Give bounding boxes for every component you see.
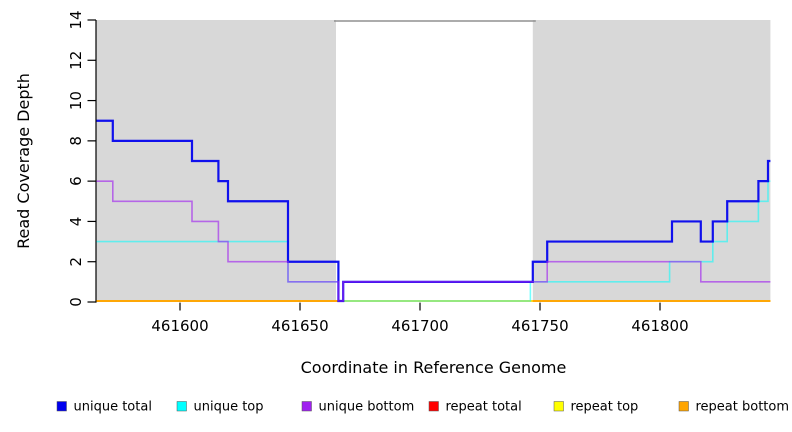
x-tick-label: 461800 (631, 317, 688, 335)
x-axis-title: Coordinate in Reference Genome (301, 358, 567, 377)
y-tick-label: 14 (67, 10, 85, 29)
legend-swatch-unique-top (176, 401, 187, 412)
x-tick-label: 461700 (391, 317, 448, 335)
y-tick-label: 8 (67, 136, 85, 146)
legend-label-unique-top: unique top (194, 400, 264, 415)
y-tick-label: 0 (67, 297, 85, 307)
legend-swatch-unique-total (56, 401, 67, 412)
legend-label-unique-total: unique total (74, 400, 152, 415)
legend-swatch-repeat-top (553, 401, 564, 412)
legend-swatch-repeat-total (428, 401, 439, 412)
y-axis-title: Read Coverage Depth (14, 73, 33, 249)
axes: 0 2 4 6 8 10 12 14 461600 461650 461700 461750 46180… (67, 10, 689, 335)
legend: unique total unique top unique bottom repea… (56, 400, 790, 415)
y-tick-label: 12 (67, 51, 85, 70)
y-tick-label: 2 (67, 257, 85, 267)
x-tick-label: 461650 (271, 317, 328, 335)
legend-label-unique-bottom: unique bottom (319, 400, 415, 415)
y-tick-label: 4 (67, 217, 85, 227)
legend-label-repeat-top: repeat top (571, 400, 639, 415)
series-line-unique-bottom (96, 180, 771, 302)
series-line-unique-total (96, 119, 771, 303)
x-tick-label: 461750 (511, 317, 568, 335)
legend-swatch-repeat-bottom (678, 401, 689, 412)
legend-swatch-unique-bottom (301, 401, 312, 412)
shaded-region-1 (532, 20, 771, 302)
series-lines (96, 119, 771, 303)
legend-label-repeat-bottom: repeat bottom (696, 400, 790, 415)
y-tick-label: 10 (67, 91, 85, 110)
x-tick-label: 461600 (151, 317, 208, 335)
legend-label-repeat-total: repeat total (446, 400, 522, 415)
y-tick-label: 6 (67, 176, 85, 186)
